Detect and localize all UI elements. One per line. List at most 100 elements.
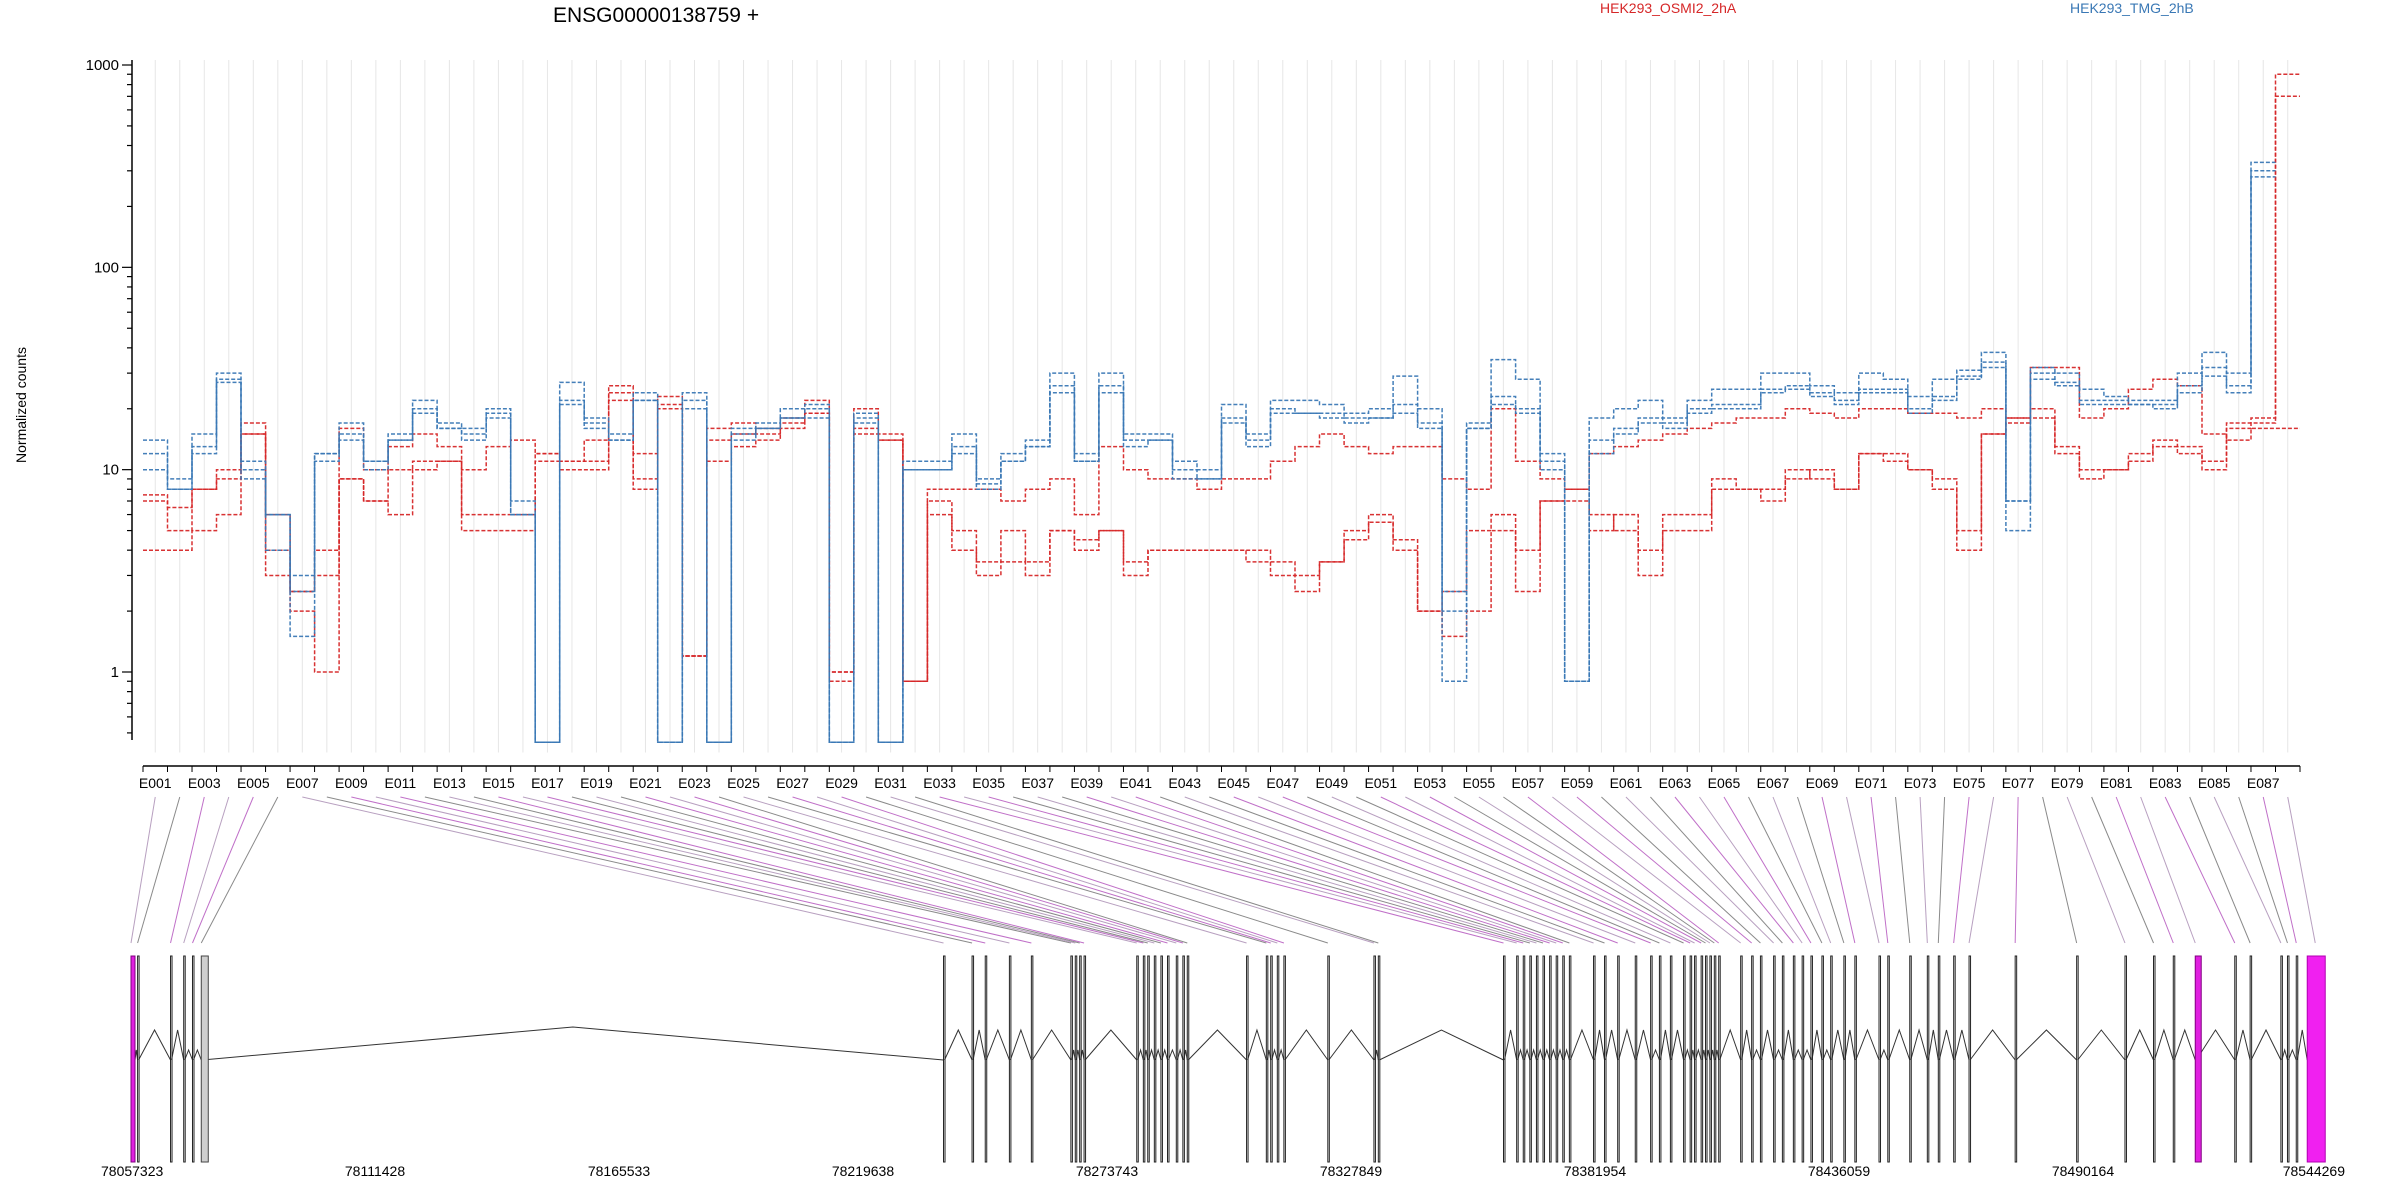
exon-box bbox=[170, 955, 173, 1163]
exon-label: E043 bbox=[1168, 775, 1201, 791]
intron bbox=[1379, 1029, 1504, 1061]
exon-box bbox=[183, 955, 186, 1163]
exon-connector bbox=[1454, 796, 1706, 944]
x-axis: E001 E003 E005 E007 E009 E011 E013 E015 E017 E019… bbox=[139, 765, 2301, 791]
exon-box bbox=[1555, 955, 1559, 1163]
intron bbox=[1605, 1029, 1619, 1061]
exon-connector bbox=[1429, 796, 1702, 944]
exon-box bbox=[1283, 955, 1286, 1163]
exon-label: E061 bbox=[1610, 775, 1643, 791]
exon-connector bbox=[1209, 796, 1605, 944]
intron bbox=[1741, 1029, 1753, 1061]
exon-connector bbox=[2014, 796, 2019, 944]
exon-box bbox=[1604, 955, 1607, 1163]
y-axis-label: Normalized counts bbox=[13, 347, 29, 463]
intron bbox=[2195, 1029, 2236, 1061]
exon-label: E087 bbox=[2247, 775, 2280, 791]
exon-label: E029 bbox=[825, 775, 858, 791]
exon-label: E051 bbox=[1364, 775, 1397, 791]
exon-connector bbox=[964, 796, 1517, 944]
exon-connector bbox=[2091, 796, 2154, 944]
exon-connector bbox=[841, 796, 1285, 944]
coordinate-label: 78544269 bbox=[2283, 1163, 2346, 1179]
exon-box bbox=[1953, 955, 1956, 1163]
exon-box bbox=[1634, 955, 1638, 1163]
exon-box bbox=[130, 955, 136, 1163]
intron bbox=[1187, 1029, 1247, 1061]
exon-label: E079 bbox=[2051, 775, 2084, 791]
intron bbox=[1927, 1029, 1939, 1061]
exon-box bbox=[1843, 955, 1846, 1163]
exon-box bbox=[1270, 955, 1273, 1163]
exon-connector bbox=[1258, 796, 1636, 944]
exon-label: E045 bbox=[1217, 775, 1250, 791]
intron bbox=[1009, 1028, 1032, 1061]
exon-connector bbox=[522, 796, 1137, 944]
exon-box bbox=[1074, 955, 1078, 1163]
intron bbox=[2154, 1028, 2174, 1061]
exon-connector bbox=[1552, 796, 1741, 944]
intron bbox=[1618, 1028, 1636, 1061]
exon-box bbox=[1792, 955, 1796, 1163]
intron bbox=[2235, 1029, 2251, 1061]
coordinate-label: 78436059 bbox=[1808, 1163, 1871, 1179]
exon-box bbox=[2194, 955, 2202, 1163]
intron bbox=[2015, 1029, 2078, 1061]
coordinate-label: 78273743 bbox=[1076, 1163, 1139, 1179]
exon-connector bbox=[2287, 796, 2316, 944]
exon-box bbox=[1562, 955, 1565, 1163]
exon-box bbox=[1542, 955, 1546, 1163]
intron bbox=[2288, 1048, 2297, 1061]
intron bbox=[171, 1029, 185, 1061]
exon-connector bbox=[1772, 796, 1832, 944]
intron bbox=[1811, 1029, 1823, 1061]
exon-label: E039 bbox=[1070, 775, 1103, 791]
exon-label: E019 bbox=[580, 775, 613, 791]
exon-label: E069 bbox=[1806, 775, 1839, 791]
intron bbox=[944, 1028, 973, 1061]
intron bbox=[1328, 1029, 1375, 1061]
exon-connector bbox=[424, 796, 1071, 944]
exon-connector bbox=[1111, 796, 1557, 944]
exon-box bbox=[1751, 955, 1754, 1163]
y-tick-label: 100 bbox=[94, 259, 119, 276]
exon-box bbox=[2153, 955, 2156, 1163]
exon-connector bbox=[2140, 796, 2196, 944]
legend-osmi2: HEK293_OSMI2_2hA bbox=[1600, 0, 1737, 16]
exon-connector bbox=[1625, 796, 1774, 944]
exon-connector bbox=[596, 796, 1155, 944]
exon-label: E009 bbox=[335, 775, 368, 791]
exon-connector bbox=[1937, 796, 1946, 944]
exon-connector bbox=[473, 796, 1080, 944]
exon-box bbox=[971, 955, 975, 1163]
exon-connector bbox=[326, 796, 973, 944]
intron bbox=[2250, 1028, 2282, 1061]
y-axis: 1 10 100 1000 bbox=[86, 57, 133, 740]
exon-box bbox=[1705, 955, 1708, 1163]
intron bbox=[1719, 1028, 1742, 1061]
exon-box bbox=[1650, 955, 1653, 1163]
coordinate-label: 78057323 bbox=[101, 1163, 164, 1179]
intron bbox=[1879, 1048, 1889, 1061]
exon-connector bbox=[2262, 796, 2297, 944]
exon-connector bbox=[137, 796, 181, 944]
series-lines bbox=[143, 73, 2300, 743]
intron bbox=[1938, 1029, 1955, 1061]
series-line-2 bbox=[143, 73, 2300, 683]
exon-connector bbox=[890, 796, 1375, 944]
intron bbox=[1670, 1029, 1685, 1061]
intron bbox=[1760, 1029, 1775, 1061]
exon-label: E035 bbox=[972, 775, 1005, 791]
exon-connector bbox=[400, 796, 1032, 944]
exon-connector bbox=[183, 796, 230, 944]
exon-box bbox=[1669, 955, 1673, 1163]
exon-connector bbox=[914, 796, 1379, 944]
exon-label: E085 bbox=[2198, 775, 2231, 791]
exon-connector bbox=[1953, 796, 1970, 944]
exon-box bbox=[1175, 955, 1179, 1163]
exon-connector bbox=[1968, 796, 1995, 944]
chart-title: ENSG00000138759 + bbox=[553, 4, 759, 27]
coordinate-label: 78381954 bbox=[1564, 1163, 1627, 1179]
exon-box bbox=[1503, 955, 1506, 1163]
exon-connector bbox=[130, 796, 156, 944]
